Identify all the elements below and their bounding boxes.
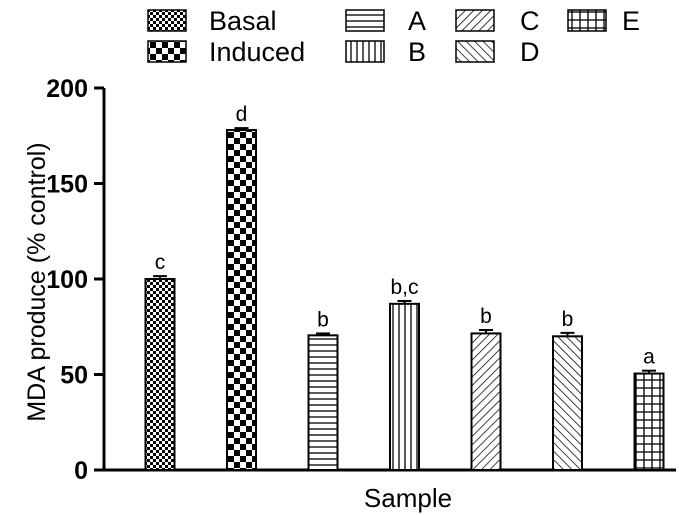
y-tick-label: 0 — [74, 457, 88, 485]
legend-swatch-a — [345, 9, 385, 32]
significance-label-e: a — [643, 346, 655, 369]
bar-c — [470, 332, 502, 471]
legend-label-a: A — [408, 6, 426, 36]
significance-label-b: b,c — [390, 276, 418, 299]
significance-label-induced: d — [236, 103, 248, 126]
bar-basal — [144, 278, 176, 471]
significance-label-a: b — [317, 308, 329, 331]
legend-label-basal: Basal — [209, 6, 277, 36]
significance-label-basal: c — [155, 251, 166, 274]
bar-d — [552, 335, 583, 471]
significance-label-d: b — [562, 308, 574, 331]
bar-b — [389, 302, 420, 471]
y-tick-label: 50 — [60, 362, 88, 390]
axes: 0 50 100 150 200 — [46, 75, 676, 485]
legend-label-b: B — [408, 37, 426, 67]
legend-label-d: D — [520, 37, 540, 67]
legend-swatch-d — [455, 40, 495, 63]
bar-induced — [226, 129, 257, 472]
y-tick-label: 150 — [46, 171, 88, 199]
bar-e — [633, 372, 665, 472]
legend-swatch-b — [345, 40, 385, 63]
legend-swatch-e — [567, 9, 607, 32]
x-axis-label: Sample — [364, 483, 452, 513]
legend-swatch-c — [455, 9, 495, 32]
y-tick-label: 100 — [46, 266, 88, 294]
legend-swatch-induced — [147, 40, 187, 63]
legend-label-e: E — [622, 6, 640, 36]
legend-label-induced: Induced — [209, 37, 305, 67]
significance-label-c: b — [480, 305, 492, 328]
y-tick-label: 200 — [46, 75, 88, 103]
bars: c d b b,c b b a — [144, 103, 665, 472]
legend-label-c: C — [520, 6, 540, 36]
y-axis-label: MDA produce (% control) — [23, 142, 51, 421]
bar-a — [307, 334, 339, 471]
legend-swatch-basal — [147, 9, 187, 32]
